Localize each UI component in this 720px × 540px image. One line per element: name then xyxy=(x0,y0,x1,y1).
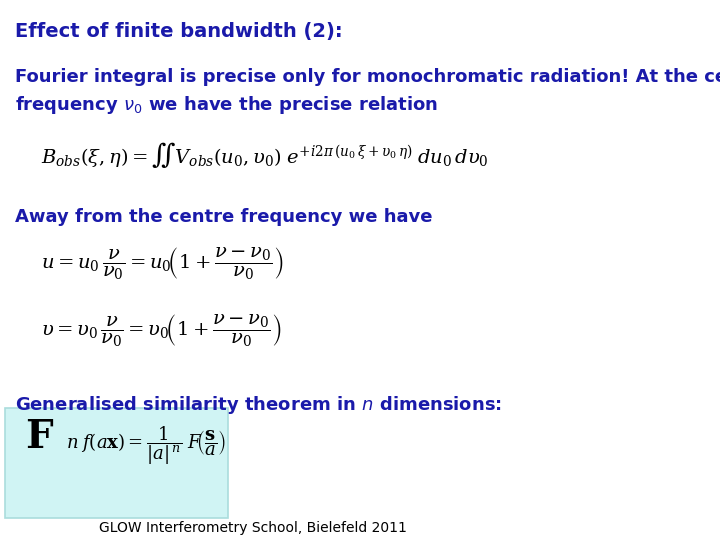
Text: $\upsilon = \upsilon_0\,\dfrac{\nu}{\nu_0} = \upsilon_0\!\left(1+\dfrac{\nu-\nu_: $\upsilon = \upsilon_0\,\dfrac{\nu}{\nu_… xyxy=(40,313,281,349)
Text: $B_{obs}(\xi,\eta)= \iint V_{obs}(u_0,\upsilon_0)\; e^{+i2\pi\,(u_0\,\xi+\upsilo: $B_{obs}(\xi,\eta)= \iint V_{obs}(u_0,\u… xyxy=(40,140,488,171)
Text: $u = u_0\,\dfrac{\nu}{\nu_0} = u_0\!\left(1+\dfrac{\nu-\nu_0}{\nu_0}\right)$: $u = u_0\,\dfrac{\nu}{\nu_0} = u_0\!\lef… xyxy=(40,246,283,282)
Text: GLOW Interferometry School, Bielefeld 2011: GLOW Interferometry School, Bielefeld 20… xyxy=(99,521,408,535)
Text: $n\; f(a\mathbf{x}) = \dfrac{1}{|a|^{\,n}}\; F\!\left(\dfrac{\mathbf{s}}{a}\righ: $n\; f(a\mathbf{x}) = \dfrac{1}{|a|^{\,n… xyxy=(66,424,226,467)
Text: Away from the centre frequency we have: Away from the centre frequency we have xyxy=(15,208,433,226)
Text: Effect of finite bandwidth (2):: Effect of finite bandwidth (2): xyxy=(15,22,343,40)
Text: $\mathbf{F}$: $\mathbf{F}$ xyxy=(25,418,55,456)
FancyBboxPatch shape xyxy=(5,408,228,518)
Text: Generalised similarity theorem in $n$ dimensions:: Generalised similarity theorem in $n$ di… xyxy=(15,394,502,416)
Text: Fourier integral is precise only for monochromatic radiation! At the centre
freq: Fourier integral is precise only for mon… xyxy=(15,68,720,116)
